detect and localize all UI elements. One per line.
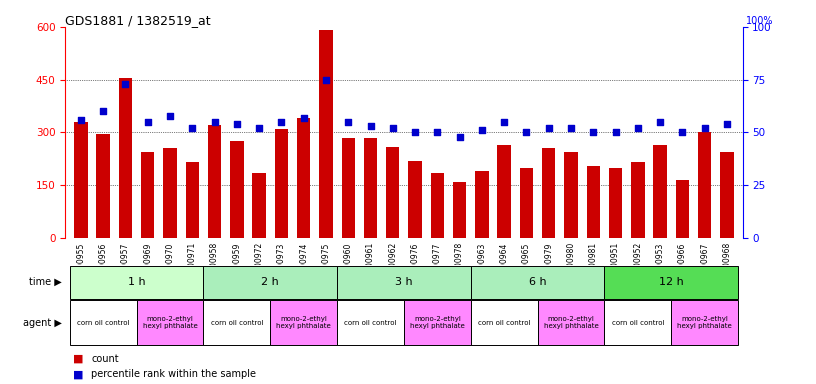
Point [587, 129, 600, 136]
Bar [74, 122, 87, 238]
Bar [337, 266, 471, 299]
Bar [631, 162, 645, 238]
Point [565, 125, 578, 131]
Bar [252, 173, 266, 238]
Bar [270, 300, 337, 345]
Bar [230, 141, 243, 238]
Bar [69, 266, 203, 299]
Point [275, 119, 288, 125]
Bar [203, 266, 337, 299]
Point [721, 121, 734, 127]
Bar [565, 152, 578, 238]
Text: corn oil control: corn oil control [344, 319, 397, 326]
Bar [408, 161, 422, 238]
Bar [119, 78, 132, 238]
Bar [538, 300, 605, 345]
Text: mono-2-ethyl
hexyl phthalate: mono-2-ethyl hexyl phthalate [677, 316, 732, 329]
Bar [386, 147, 400, 238]
Bar [542, 148, 556, 238]
Bar [141, 152, 154, 238]
Text: ■: ■ [73, 354, 84, 364]
Point [476, 127, 489, 134]
Text: GDS1881 / 1382519_at: GDS1881 / 1382519_at [65, 14, 211, 27]
Point [498, 119, 511, 125]
Point [520, 129, 533, 136]
Text: agent ▶: agent ▶ [23, 318, 62, 328]
Text: corn oil control: corn oil control [612, 319, 664, 326]
Bar [475, 171, 489, 238]
Point [632, 125, 645, 131]
Point [163, 113, 176, 119]
Point [386, 125, 399, 131]
Bar [69, 300, 136, 345]
Text: time ▶: time ▶ [29, 277, 62, 287]
Text: mono-2-ethyl
hexyl phthalate: mono-2-ethyl hexyl phthalate [143, 316, 197, 329]
Bar [404, 300, 471, 345]
Text: 12 h: 12 h [659, 277, 684, 287]
Text: mono-2-ethyl
hexyl phthalate: mono-2-ethyl hexyl phthalate [277, 316, 331, 329]
Bar [203, 300, 270, 345]
Point [319, 77, 332, 83]
Point [186, 125, 199, 131]
Point [698, 125, 712, 131]
Bar [453, 182, 466, 238]
Text: ■: ■ [73, 369, 84, 379]
Text: 100%: 100% [746, 17, 774, 26]
Bar [471, 266, 605, 299]
Point [141, 119, 154, 125]
Point [364, 123, 377, 129]
Bar [587, 166, 600, 238]
Text: 6 h: 6 h [529, 277, 547, 287]
Text: count: count [91, 354, 119, 364]
Point [542, 125, 555, 131]
Point [453, 134, 466, 140]
Point [609, 129, 622, 136]
Bar [698, 132, 712, 238]
Point [96, 108, 109, 114]
Text: mono-2-ethyl
hexyl phthalate: mono-2-ethyl hexyl phthalate [410, 316, 465, 329]
Bar [275, 129, 288, 238]
Point [409, 129, 422, 136]
Bar [609, 168, 623, 238]
Text: percentile rank within the sample: percentile rank within the sample [91, 369, 256, 379]
Text: 3 h: 3 h [395, 277, 413, 287]
Bar [498, 145, 511, 238]
Bar [208, 126, 221, 238]
Bar [721, 152, 734, 238]
Point [342, 119, 355, 125]
Text: corn oil control: corn oil control [211, 319, 263, 326]
Point [654, 119, 667, 125]
Bar [136, 300, 203, 345]
Text: 1 h: 1 h [128, 277, 145, 287]
Bar [431, 173, 444, 238]
Point [208, 119, 221, 125]
Point [230, 121, 243, 127]
Text: mono-2-ethyl
hexyl phthalate: mono-2-ethyl hexyl phthalate [543, 316, 598, 329]
Bar [319, 30, 333, 238]
Point [253, 125, 266, 131]
Text: corn oil control: corn oil control [478, 319, 530, 326]
Bar [605, 300, 672, 345]
Bar [163, 148, 177, 238]
Point [74, 117, 87, 123]
Bar [672, 300, 738, 345]
Bar [471, 300, 538, 345]
Point [431, 129, 444, 136]
Bar [364, 138, 377, 238]
Bar [342, 138, 355, 238]
Point [676, 129, 689, 136]
Bar [605, 266, 738, 299]
Bar [337, 300, 404, 345]
Text: 2 h: 2 h [261, 277, 279, 287]
Bar [654, 145, 667, 238]
Bar [297, 118, 310, 238]
Bar [185, 162, 199, 238]
Bar [520, 168, 533, 238]
Text: corn oil control: corn oil control [77, 319, 130, 326]
Bar [676, 180, 689, 238]
Bar [96, 134, 110, 238]
Point [297, 115, 310, 121]
Point [119, 81, 132, 87]
